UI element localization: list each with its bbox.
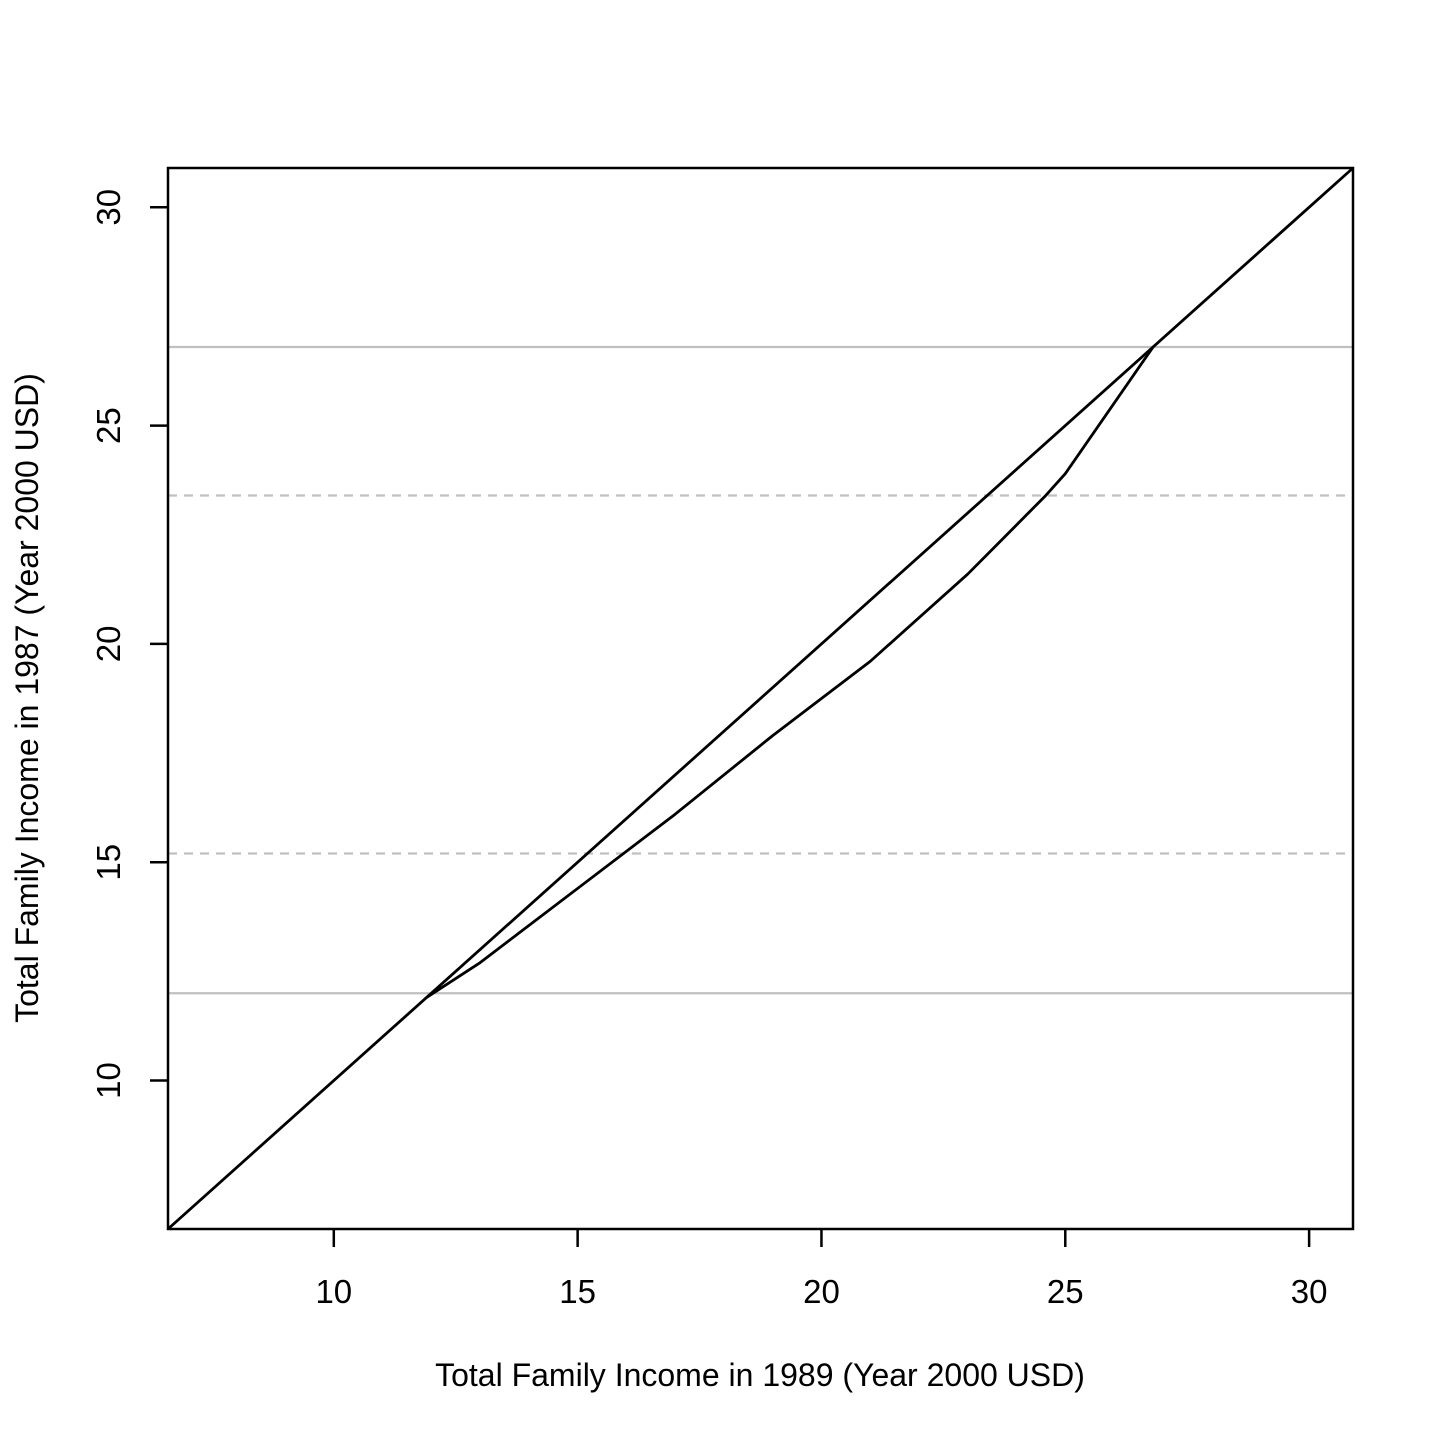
y-tick-label-10: 10 — [90, 1062, 127, 1099]
x-tick-label-20: 20 — [803, 1273, 840, 1310]
quantile-line — [425, 346, 1155, 999]
y-tick-label-25: 25 — [90, 407, 127, 444]
y-axis: 10 15 20 25 30 — [90, 189, 168, 1099]
x-tick-label-25: 25 — [1047, 1273, 1084, 1310]
x-axis: 10 15 20 25 30 — [315, 1229, 1327, 1310]
x-axis-title: Total Family Income in 1989 (Year 2000 U… — [435, 1357, 1085, 1393]
series-lines — [167, 166, 1354, 1231]
y-tick-label-30: 30 — [90, 189, 127, 226]
x-tick-label-30: 30 — [1291, 1273, 1328, 1310]
y-tick-label-15: 15 — [90, 844, 127, 881]
y-tick-label-20: 20 — [90, 626, 127, 663]
plot-frame — [166, 166, 1355, 1231]
reference-lines — [168, 345, 1353, 995]
x-tick-label-15: 15 — [559, 1273, 596, 1310]
identity-line — [167, 166, 1354, 1231]
y-axis-title: Total Family Income in 1987 (Year 2000 U… — [9, 373, 45, 1023]
x-tick-label-10: 10 — [315, 1273, 352, 1310]
